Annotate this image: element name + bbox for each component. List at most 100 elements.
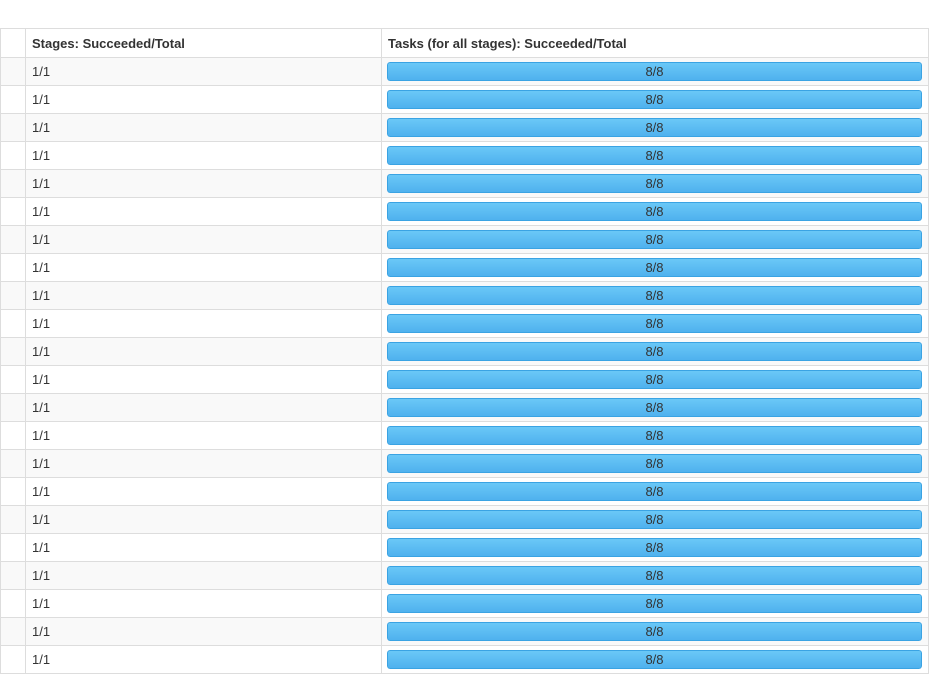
truncated-cell [0, 337, 26, 366]
table-row: 1/1 8/8 [0, 477, 929, 506]
table-row: 1/1 8/8 [0, 645, 929, 674]
truncated-cell [0, 169, 26, 198]
truncated-cell [0, 561, 26, 590]
tasks-progress-bar: 8/8 [387, 258, 922, 277]
table-row: 1/1 8/8 [0, 449, 929, 478]
tasks-progress-fill [387, 202, 922, 221]
stages-cell: 1/1 [25, 337, 382, 366]
table-row: 1/1 8/8 [0, 309, 929, 338]
tasks-progress-label: 8/8 [645, 400, 664, 415]
tasks-progress-label: 8/8 [645, 456, 664, 471]
tasks-progress-label: 8/8 [645, 148, 664, 163]
stages-cell: 1/1 [25, 113, 382, 142]
stages-cell: 1/1 [25, 141, 382, 170]
tasks-progress-fill [387, 90, 922, 109]
truncated-cell [0, 449, 26, 478]
truncated-cell [0, 505, 26, 534]
truncated-cell [0, 645, 26, 674]
tasks-cell: 8/8 [381, 533, 929, 562]
tasks-progress-label: 8/8 [645, 652, 664, 667]
tasks-progress-fill [387, 622, 922, 641]
tasks-cell: 8/8 [381, 337, 929, 366]
tasks-progress-label: 8/8 [645, 316, 664, 331]
table-row: 1/1 8/8 [0, 197, 929, 226]
tasks-progress-bar: 8/8 [387, 594, 922, 613]
tasks-progress-bar: 8/8 [387, 566, 922, 585]
tasks-progress-label: 8/8 [645, 428, 664, 443]
table-row: 1/1 8/8 [0, 505, 929, 534]
table-body: 1/1 8/8 1/1 8/8 1/1 8/8 1/1 8/8 1/1 8/8 1/1 8/8 1/1 8… [0, 57, 929, 674]
table-row: 1/1 8/8 [0, 421, 929, 450]
tasks-progress-fill [387, 510, 922, 529]
table-row: 1/1 8/8 [0, 225, 929, 254]
tasks-progress-fill [387, 62, 922, 81]
tasks-progress-bar: 8/8 [387, 286, 922, 305]
tasks-progress-bar: 8/8 [387, 370, 922, 389]
truncated-cell [0, 365, 26, 394]
truncated-cell [0, 281, 26, 310]
tasks-progress-fill [387, 146, 922, 165]
tasks-progress-fill [387, 454, 922, 473]
tasks-progress-bar: 8/8 [387, 538, 922, 557]
tasks-progress-fill [387, 398, 922, 417]
tasks-progress-bar: 8/8 [387, 62, 922, 81]
tasks-progress-fill [387, 174, 922, 193]
column-header-stages[interactable]: Stages: Succeeded/Total [25, 28, 382, 58]
truncated-cell [0, 141, 26, 170]
stages-cell: 1/1 [25, 309, 382, 338]
truncated-cell [0, 253, 26, 282]
tasks-progress-bar: 8/8 [387, 314, 922, 333]
table-row: 1/1 8/8 [0, 169, 929, 198]
tasks-cell: 8/8 [381, 113, 929, 142]
tasks-cell: 8/8 [381, 505, 929, 534]
tasks-progress-label: 8/8 [645, 484, 664, 499]
tasks-progress-bar: 8/8 [387, 90, 922, 109]
stages-cell: 1/1 [25, 169, 382, 198]
table-row: 1/1 8/8 [0, 533, 929, 562]
tasks-progress-bar: 8/8 [387, 202, 922, 221]
tasks-progress-fill [387, 594, 922, 613]
tasks-cell: 8/8 [381, 253, 929, 282]
tasks-progress-fill [387, 538, 922, 557]
tasks-cell: 8/8 [381, 225, 929, 254]
stages-cell: 1/1 [25, 253, 382, 282]
table-row: 1/1 8/8 [0, 113, 929, 142]
tasks-progress-bar: 8/8 [387, 426, 922, 445]
truncated-cell [0, 421, 26, 450]
stages-cell: 1/1 [25, 477, 382, 506]
tasks-progress-bar: 8/8 [387, 230, 922, 249]
truncated-cell [0, 617, 26, 646]
tasks-progress-fill [387, 650, 922, 669]
table-row: 1/1 8/8 [0, 85, 929, 114]
truncated-cell [0, 533, 26, 562]
tasks-cell: 8/8 [381, 617, 929, 646]
tasks-progress-fill [387, 426, 922, 445]
tasks-progress-fill [387, 342, 922, 361]
tasks-progress-fill [387, 230, 922, 249]
tasks-progress-bar: 8/8 [387, 482, 922, 501]
tasks-progress-fill [387, 118, 922, 137]
tasks-cell: 8/8 [381, 141, 929, 170]
truncated-cell [0, 85, 26, 114]
tasks-progress-label: 8/8 [645, 64, 664, 79]
table-row: 1/1 8/8 [0, 589, 929, 618]
table-row: 1/1 8/8 [0, 337, 929, 366]
column-header-truncated[interactable] [0, 28, 26, 58]
stages-cell: 1/1 [25, 57, 382, 86]
tasks-cell: 8/8 [381, 477, 929, 506]
table-row: 1/1 8/8 [0, 561, 929, 590]
tasks-cell: 8/8 [381, 365, 929, 394]
truncated-cell [0, 393, 26, 422]
table-row: 1/1 8/8 [0, 281, 929, 310]
tasks-cell: 8/8 [381, 169, 929, 198]
stages-cell: 1/1 [25, 225, 382, 254]
tasks-progress-fill [387, 370, 922, 389]
column-header-tasks[interactable]: Tasks (for all stages): Succeeded/Total [381, 28, 929, 58]
tasks-progress-bar: 8/8 [387, 454, 922, 473]
table-row: 1/1 8/8 [0, 141, 929, 170]
tasks-cell: 8/8 [381, 393, 929, 422]
stages-cell: 1/1 [25, 617, 382, 646]
tasks-progress-bar: 8/8 [387, 398, 922, 417]
stages-cell: 1/1 [25, 561, 382, 590]
table-row: 1/1 8/8 [0, 617, 929, 646]
